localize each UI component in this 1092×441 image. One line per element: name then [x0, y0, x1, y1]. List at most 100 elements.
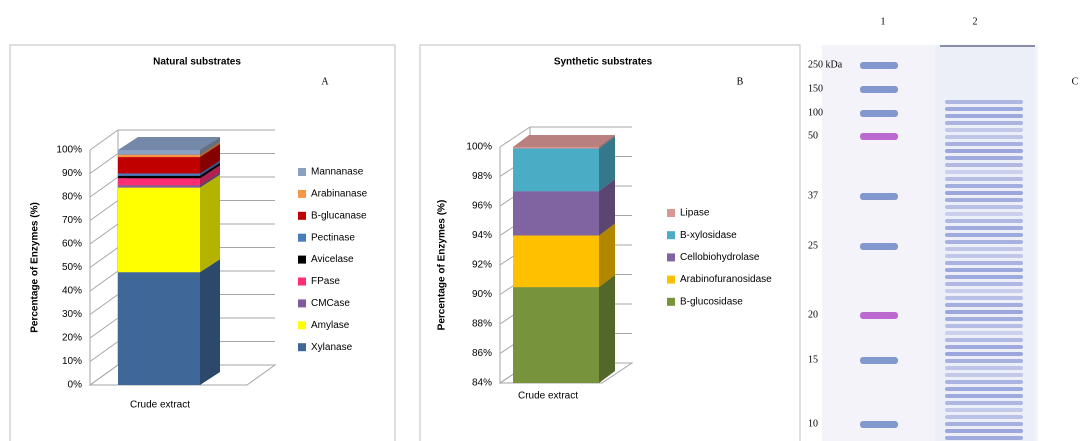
y-tick-label: 100%: [466, 142, 492, 153]
marker-band: [860, 421, 898, 428]
sample-band: [945, 296, 1023, 300]
chart-title: Synthetic substrates: [554, 57, 653, 68]
sample-band: [945, 275, 1023, 279]
y-tick-label: 70%: [62, 215, 82, 226]
bar-segment-top: [513, 135, 615, 147]
sample-band: [945, 100, 1023, 104]
panel-label: A: [321, 76, 329, 87]
figure: Natural substrates A Percentage of Enzymes…: [0, 0, 1092, 441]
marker-label: 20: [808, 309, 818, 320]
sample-band: [945, 191, 1023, 195]
page: {"chart_data": [ {"type": "bar", "stacke…: [0, 0, 1092, 441]
sample-band: [945, 303, 1023, 307]
bar-segment: [118, 155, 200, 157]
y-tick-label: 94%: [472, 230, 492, 241]
bar-segment: [513, 287, 599, 383]
sample-band: [945, 184, 1023, 188]
y-tick-label: 98%: [472, 171, 492, 182]
marker-band: [860, 312, 898, 319]
bar-segment: [118, 185, 200, 187]
sample-band: [945, 135, 1023, 139]
sample-band: [945, 177, 1023, 181]
sample-band: [945, 107, 1023, 111]
marker-label: 150: [808, 83, 823, 94]
sample-band: [945, 114, 1023, 118]
legend-swatch: [298, 321, 306, 329]
legend-swatch: [667, 276, 675, 284]
legend-swatch: [298, 299, 306, 307]
bar-segment: [513, 236, 599, 288]
sample-band: [945, 233, 1023, 237]
legend-label: CMCase: [311, 298, 350, 309]
sample-band: [945, 219, 1023, 223]
lane-label: 1: [881, 16, 886, 27]
marker-band: [860, 243, 898, 250]
marker-label: 250 kDa: [808, 59, 843, 70]
legend-swatch: [298, 212, 306, 220]
sample-band: [945, 380, 1023, 384]
bar-segment: [118, 157, 200, 173]
marker-label: 15: [808, 354, 818, 365]
legend-swatch: [298, 278, 306, 286]
legend-label: B-glucosidase: [680, 296, 743, 307]
legend-label: Lipase: [680, 208, 710, 219]
marker-label: 100: [808, 107, 823, 118]
marker-band: [860, 86, 898, 93]
sample-band: [945, 324, 1023, 328]
bar-segment: [118, 188, 200, 273]
sample-band: [945, 128, 1023, 132]
y-tick-label: 96%: [472, 201, 492, 212]
sample-band: [945, 226, 1023, 230]
bar-segment: [118, 272, 200, 385]
bar-segment-side: [200, 175, 220, 273]
y-axis-label: Percentage of Enzymes (%): [437, 200, 448, 331]
legend-label: FPase: [311, 276, 340, 287]
sample-band: [945, 163, 1023, 167]
sample-band: [945, 387, 1023, 391]
sample-band: [945, 345, 1023, 349]
sample-band: [945, 247, 1023, 251]
bar-segment-side: [200, 259, 220, 385]
sample-band: [945, 331, 1023, 335]
legend-label: B-xylosidase: [680, 230, 737, 241]
bar-segment: [118, 150, 200, 155]
sample-band: [945, 254, 1023, 258]
sample-band: [945, 408, 1023, 412]
sample-band: [945, 282, 1023, 286]
sample-band: [945, 261, 1023, 265]
panel-label: B: [737, 76, 744, 87]
bar-segment: [118, 174, 200, 176]
legend-label: Arabinofuranosidase: [680, 274, 772, 285]
lane-label: 2: [973, 16, 978, 27]
bar-segment-side: [599, 275, 615, 383]
marker-band: [860, 357, 898, 364]
sample-band: [945, 415, 1023, 419]
legend-label: Pectinase: [311, 232, 355, 243]
legend-swatch: [298, 256, 306, 264]
bar-segment: [513, 191, 599, 235]
y-tick-label: 88%: [472, 319, 492, 330]
sample-band: [945, 401, 1023, 405]
y-tick-label: 90%: [472, 289, 492, 300]
chart-title: Natural substrates: [153, 57, 241, 68]
sample-band: [945, 205, 1023, 209]
y-axis-label: Percentage of Enzymes (%): [30, 202, 41, 333]
sample-band: [945, 317, 1023, 321]
y-tick-label: 100%: [56, 145, 82, 156]
legend-label: Cellobiohydrolase: [680, 252, 760, 263]
legend-label: Mannanase: [311, 167, 364, 178]
y-tick-label: 92%: [472, 260, 492, 271]
marker-label: 25: [808, 240, 818, 251]
y-tick-label: 30%: [62, 309, 82, 320]
y-tick-label: 40%: [62, 286, 82, 297]
legend-label: Amylase: [311, 320, 350, 331]
panel-label: C: [1072, 76, 1079, 87]
sample-band: [945, 289, 1023, 293]
sample-band: [945, 422, 1023, 426]
y-tick-label: 84%: [472, 378, 492, 389]
y-tick-label: 60%: [62, 239, 82, 250]
marker-band: [860, 133, 898, 140]
marker-label: 10: [808, 418, 818, 429]
sample-band: [945, 352, 1023, 356]
bar-segment: [513, 147, 599, 148]
